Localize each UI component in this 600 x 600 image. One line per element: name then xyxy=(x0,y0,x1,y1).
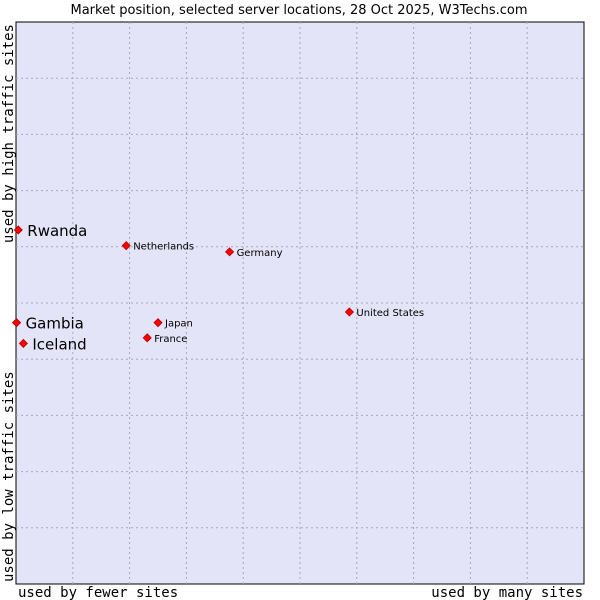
y-axis-label-top: used by high traffic sites xyxy=(1,24,17,243)
point-marker-france xyxy=(142,333,152,343)
point-marker-netherlands xyxy=(121,241,131,251)
point-label-rwanda: Rwanda xyxy=(27,222,87,240)
point-label-iceland: Iceland xyxy=(32,335,86,353)
chart-title: Market position, selected server locatio… xyxy=(70,3,527,18)
point-marker-germany xyxy=(225,247,235,257)
point-label-united-states: United States xyxy=(356,308,424,319)
point-label-france: France xyxy=(154,334,187,345)
point-marker-gambia xyxy=(12,318,22,328)
point-marker-united-states xyxy=(344,307,354,317)
point-label-netherlands: Netherlands xyxy=(133,242,194,253)
point-label-japan: Japan xyxy=(164,319,193,330)
point-marker-rwanda xyxy=(13,225,23,235)
point-marker-iceland xyxy=(18,338,28,349)
point-marker-japan xyxy=(153,318,163,328)
x-axis-label-right: used by many sites xyxy=(431,585,583,600)
point-label-germany: Germany xyxy=(237,248,283,259)
y-axis-label-bottom: used by low traffic sites xyxy=(1,371,17,582)
x-axis-label-left: used by fewer sites xyxy=(18,585,178,600)
point-label-gambia: Gambia xyxy=(26,315,84,333)
data-points: Rwanda Gambia Iceland Netherlands Germany Uni… xyxy=(12,222,424,353)
grid-lines xyxy=(16,22,584,584)
